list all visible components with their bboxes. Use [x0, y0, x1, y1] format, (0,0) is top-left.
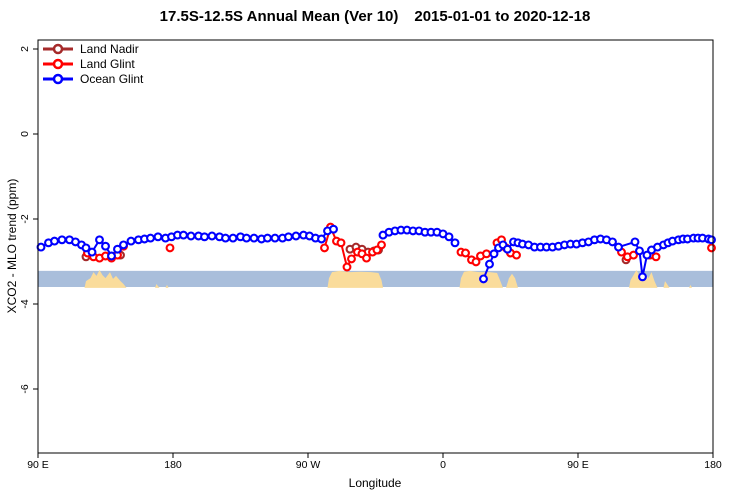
data-point-ocean-glint [291, 231, 301, 241]
data-point-ocean-glint [146, 233, 155, 243]
data-point-land-glint [651, 252, 661, 262]
data-point-ocean-glint [608, 237, 617, 247]
x-tick-label: 90 W [295, 459, 321, 471]
legend-label: Land Glint [80, 57, 135, 71]
data-point-land-glint [512, 250, 521, 260]
data-point-ocean-glint [270, 233, 280, 243]
chart-title-dates: 2015-01-01 to 2020-12-18 [414, 8, 591, 25]
data-point-land-glint [347, 254, 356, 264]
data-point-ocean-glint [207, 231, 217, 241]
legend-label: Land Nadir [80, 42, 139, 56]
data-point-ocean-glint [186, 231, 196, 241]
land-profile-shape [155, 284, 160, 288]
data-point-ocean-glint [638, 272, 647, 282]
y-axis-title: XCO2 - MLO trend (ppm) [5, 178, 19, 314]
data-point-land-glint [482, 249, 491, 259]
data-point-land-glint [629, 250, 638, 260]
data-point-ocean-glint [119, 240, 128, 250]
data-point-ocean-glint [36, 242, 46, 252]
land-profile-shape [165, 284, 169, 288]
data-point-ocean-glint [503, 244, 512, 254]
data-point-ocean-glint [485, 259, 494, 269]
data-point-ocean-glint [317, 234, 326, 244]
data-point-ocean-glint [57, 235, 67, 245]
legend-label: Ocean Glint [80, 72, 144, 86]
data-point-ocean-glint [242, 233, 251, 243]
land-profile-shape [689, 284, 692, 288]
data-point-ocean-glint [329, 224, 338, 234]
data-point-ocean-glint [95, 235, 104, 245]
y-tick-label: 0 [19, 131, 31, 137]
data-point-ocean-glint [450, 238, 460, 248]
x-axis-title: Longitude [348, 476, 402, 490]
data-point-ocean-glint [221, 233, 230, 243]
data-point-land-glint [362, 253, 371, 263]
data-point-ocean-glint [249, 233, 259, 243]
land-profile-shape [663, 281, 670, 288]
data-point-ocean-glint [107, 251, 116, 261]
x-tick-label: 180 [164, 459, 182, 471]
data-point-ocean-glint [630, 237, 640, 247]
data-point-ocean-glint [707, 235, 716, 245]
land-profile-shape [506, 273, 518, 288]
plot-frame [37, 39, 714, 454]
y-tick-label: -4 [19, 299, 31, 309]
data-point-ocean-glint [81, 243, 91, 253]
data-point-land-glint [165, 243, 175, 253]
data-point-land-glint [707, 243, 716, 253]
data-point-ocean-glint [635, 246, 644, 256]
data-point-ocean-glint [87, 247, 97, 257]
data-point-land-glint [320, 243, 329, 253]
data-point-land-glint [336, 238, 346, 248]
data-point-land-glint [342, 262, 352, 272]
y-tick-label: 2 [19, 46, 31, 52]
legend-marker-icon [43, 43, 73, 55]
land-profile-shape [84, 270, 127, 288]
data-point-ocean-glint [200, 232, 209, 242]
data-point-ocean-glint [228, 233, 238, 243]
data-point-ocean-glint [153, 232, 163, 242]
chart-title-main: 17.5S-12.5S Annual Mean (Ver 10) [159, 8, 399, 25]
data-point-ocean-glint [263, 233, 272, 243]
data-point-ocean-glint [50, 236, 59, 246]
legend-item-land-glint: Land Glint [42, 57, 143, 71]
data-point-ocean-glint [101, 241, 110, 251]
x-tick-label: 180 [704, 459, 722, 471]
x-tick-label: 0 [440, 459, 446, 471]
data-point-ocean-glint [126, 236, 136, 246]
data-point-ocean-glint [179, 230, 188, 240]
legend-marker-icon [43, 73, 73, 85]
y-tick-label: -6 [19, 384, 31, 394]
x-tick-label: 90 E [567, 459, 589, 471]
land-profile-shape [327, 270, 383, 288]
chart-title: 17.5S-12.5S Annual Mean (Ver 10) 2015-01… [0, 8, 750, 25]
y-tick-label: -2 [19, 214, 31, 224]
data-point-ocean-glint [614, 242, 623, 252]
data-point-land-glint [461, 248, 470, 258]
data-point-land-glint [377, 240, 386, 250]
legend-item-ocean-glint: Ocean Glint [42, 72, 143, 86]
legend-marker-icon [43, 58, 73, 70]
x-tick-label: 90 E [27, 459, 49, 471]
data-point-ocean-glint [113, 244, 122, 254]
data-point-ocean-glint [479, 274, 488, 284]
data-point-ocean-glint [489, 249, 499, 259]
data-point-land-glint [471, 257, 481, 267]
legend-item-land-nadir: Land Nadir [42, 42, 143, 56]
legend: Land Nadir Land Glint Ocean Glint [42, 42, 143, 86]
data-point-ocean-glint [284, 232, 293, 242]
data-point-ocean-glint [444, 232, 454, 242]
